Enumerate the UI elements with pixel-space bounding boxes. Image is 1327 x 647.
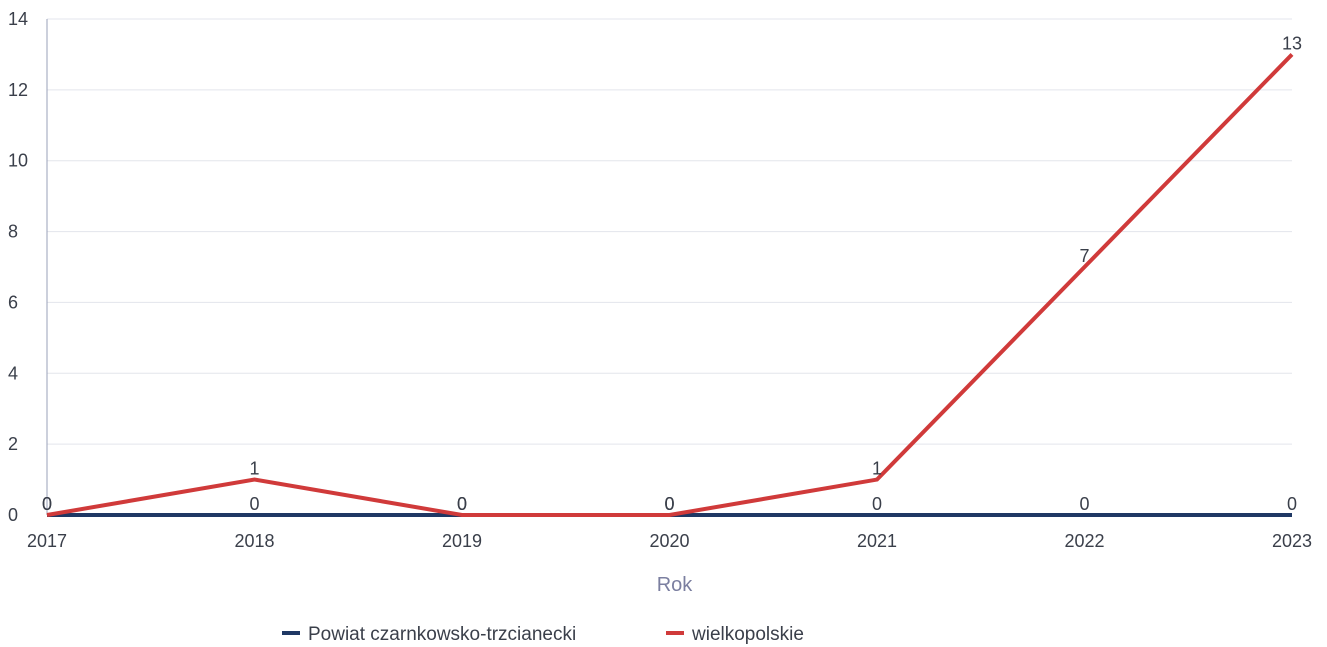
data-label: 0 [42, 494, 52, 514]
series-line-1 [46, 53, 1294, 517]
x-axis-title: Rok [657, 574, 694, 596]
data-label: 0 [872, 494, 882, 514]
data-label: 1 [249, 459, 259, 479]
x-axis-ticks: 2017 2018 2019 2020 2021 2022 2023 [27, 531, 1312, 551]
legend-label-1: wielkopolskie [691, 624, 804, 645]
data-label: 0 [664, 494, 674, 514]
series-lines [46, 53, 1294, 517]
y-tick-label: 12 [8, 80, 28, 100]
legend: Powiat czarnkowsko-trzcianecki wielkopols… [282, 624, 804, 645]
grid-lines [47, 18, 1292, 445]
x-tick-label: 2023 [1272, 531, 1312, 551]
x-tick-label: 2017 [27, 531, 67, 551]
y-tick-label: 0 [8, 505, 18, 525]
data-label: 1 [872, 459, 882, 479]
data-label: 0 [457, 494, 467, 514]
x-tick-label: 2021 [857, 531, 897, 551]
data-label: 0 [457, 494, 467, 514]
y-tick-label: 6 [8, 292, 18, 312]
data-label: 0 [1079, 494, 1089, 514]
data-label: 0 [664, 494, 674, 514]
y-tick-label: 14 [8, 9, 28, 29]
y-tick-label: 2 [8, 434, 18, 454]
y-tick-label: 10 [8, 151, 28, 171]
x-tick-label: 2019 [442, 531, 482, 551]
data-label: 0 [42, 494, 52, 514]
y-tick-label: 4 [8, 363, 18, 383]
x-tick-label: 2018 [234, 531, 274, 551]
x-tick-label: 2022 [1064, 531, 1104, 551]
data-label: 0 [249, 494, 259, 514]
y-tick-label: 8 [8, 222, 18, 242]
data-label: 0 [1287, 494, 1297, 514]
x-tick-label: 2020 [649, 531, 689, 551]
legend-label-0: Powiat czarnkowsko-trzcianecki [308, 624, 576, 645]
data-label: 13 [1282, 33, 1302, 53]
y-axis-ticks: 0 2 4 6 8 10 12 14 [8, 9, 28, 525]
data-label: 7 [1079, 246, 1089, 266]
